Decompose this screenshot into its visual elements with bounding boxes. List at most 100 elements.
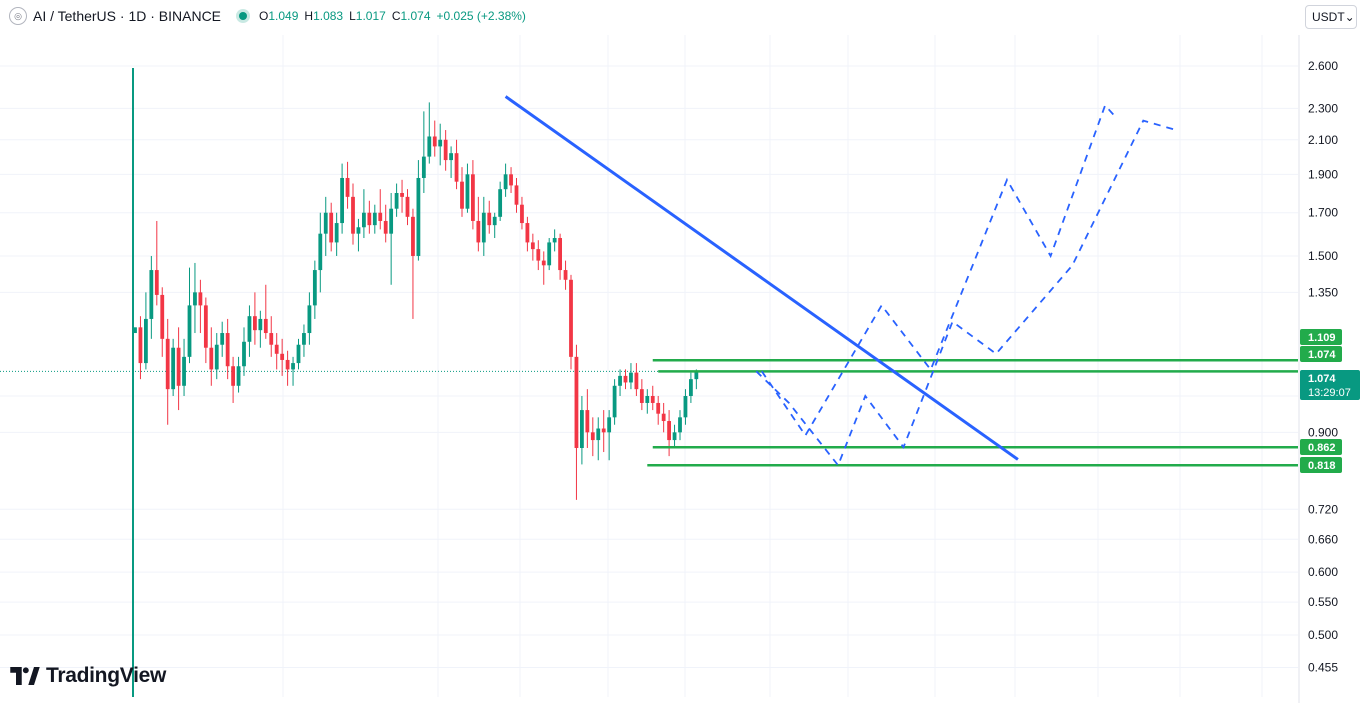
candle <box>639 379 644 411</box>
candle-body <box>590 432 595 441</box>
price-tick-label: 2.300 <box>1308 101 1338 115</box>
price-tick-label: 1.500 <box>1308 249 1338 263</box>
candle-body <box>525 223 530 243</box>
candle <box>645 389 650 414</box>
candle <box>514 177 519 213</box>
candle <box>574 344 579 500</box>
candle-body <box>274 344 279 354</box>
candle-body <box>509 174 513 186</box>
candle <box>460 167 464 217</box>
candle-body <box>460 181 464 209</box>
candle-body <box>193 292 197 306</box>
candle-body <box>133 327 137 334</box>
candle-body <box>471 174 475 221</box>
candle <box>634 363 639 396</box>
candle <box>481 196 486 256</box>
candle-body <box>656 402 661 414</box>
candle <box>296 338 301 370</box>
currency-select[interactable]: USDT ⌄ <box>1305 5 1357 29</box>
candle-body <box>242 341 246 367</box>
candle <box>165 318 170 425</box>
price-label-bg <box>1300 457 1342 473</box>
price-label-text: 0.818 <box>1308 460 1336 472</box>
candle-body <box>678 417 682 433</box>
candle-body <box>247 316 252 342</box>
projected-path <box>755 119 1177 468</box>
symbol-title[interactable]: AI / TetherUS · 1D · BINANCE <box>33 8 222 24</box>
candle <box>612 379 617 425</box>
ohlc-low: L1.017 <box>349 9 386 23</box>
candle-body <box>629 372 633 383</box>
candle <box>269 316 274 357</box>
candle <box>405 189 410 226</box>
price-label-bg <box>1300 346 1342 362</box>
candle-body <box>291 363 295 370</box>
candle-body <box>296 344 301 364</box>
candle-body <box>405 196 410 217</box>
price-tick-label: 0.900 <box>1308 425 1338 439</box>
candle <box>530 233 535 261</box>
candle-body <box>536 249 541 261</box>
candle <box>585 389 590 449</box>
candle <box>203 297 208 364</box>
ohlc-open: O1.049 <box>259 9 299 23</box>
candle-body <box>356 227 361 234</box>
ai-coin-icon: ◎ <box>9 7 27 25</box>
candle <box>394 183 399 217</box>
candle <box>487 200 492 234</box>
candle <box>378 189 383 230</box>
candle-body <box>492 216 497 226</box>
candle <box>465 163 470 213</box>
candle-body <box>498 189 503 217</box>
candle-body <box>585 410 590 433</box>
candle-body <box>323 212 328 234</box>
candle <box>498 181 503 221</box>
candle-body <box>236 366 241 386</box>
candle <box>623 369 628 390</box>
candle-body <box>203 305 208 348</box>
candle <box>198 279 203 334</box>
price-label-text: 1.074 <box>1308 349 1336 361</box>
countdown-label: 13:29:07 <box>1308 387 1351 399</box>
price-tick-label: 1.900 <box>1308 167 1338 181</box>
candle-body <box>171 347 176 390</box>
projected-path <box>761 103 1117 438</box>
candle <box>329 202 334 252</box>
candle <box>421 111 426 193</box>
candle <box>661 402 666 433</box>
candle-body <box>454 153 459 182</box>
candle <box>182 338 186 396</box>
candle <box>214 333 219 380</box>
candle <box>525 216 530 252</box>
candle <box>340 163 344 234</box>
candle-body <box>634 372 639 390</box>
grid-lines <box>0 35 1298 697</box>
candle <box>138 316 143 380</box>
candle <box>247 305 252 357</box>
candle <box>607 410 612 461</box>
candle <box>133 327 137 334</box>
candle-body <box>650 396 655 403</box>
candle-body <box>329 212 334 243</box>
price-label-pill: 1.109 <box>1300 329 1342 345</box>
candle-body <box>552 238 557 243</box>
candle-body <box>618 375 622 386</box>
candle <box>307 292 312 345</box>
candle <box>694 369 699 390</box>
candle <box>552 229 557 252</box>
chevron-down-icon: ⌄ <box>1344 10 1355 24</box>
candle-body <box>351 196 355 234</box>
candle <box>411 208 415 319</box>
candle <box>618 369 622 396</box>
candle <box>689 372 693 403</box>
candle-body <box>285 359 290 370</box>
price-label-pill: 1.074 <box>1300 346 1342 362</box>
tradingview-logo[interactable]: TradingView <box>10 664 166 688</box>
price-tick-label: 0.500 <box>1308 628 1338 642</box>
candle-body <box>612 385 617 418</box>
candle <box>362 189 366 239</box>
candle-body <box>334 223 339 243</box>
candle-body <box>421 156 426 178</box>
candle-body <box>378 212 383 221</box>
